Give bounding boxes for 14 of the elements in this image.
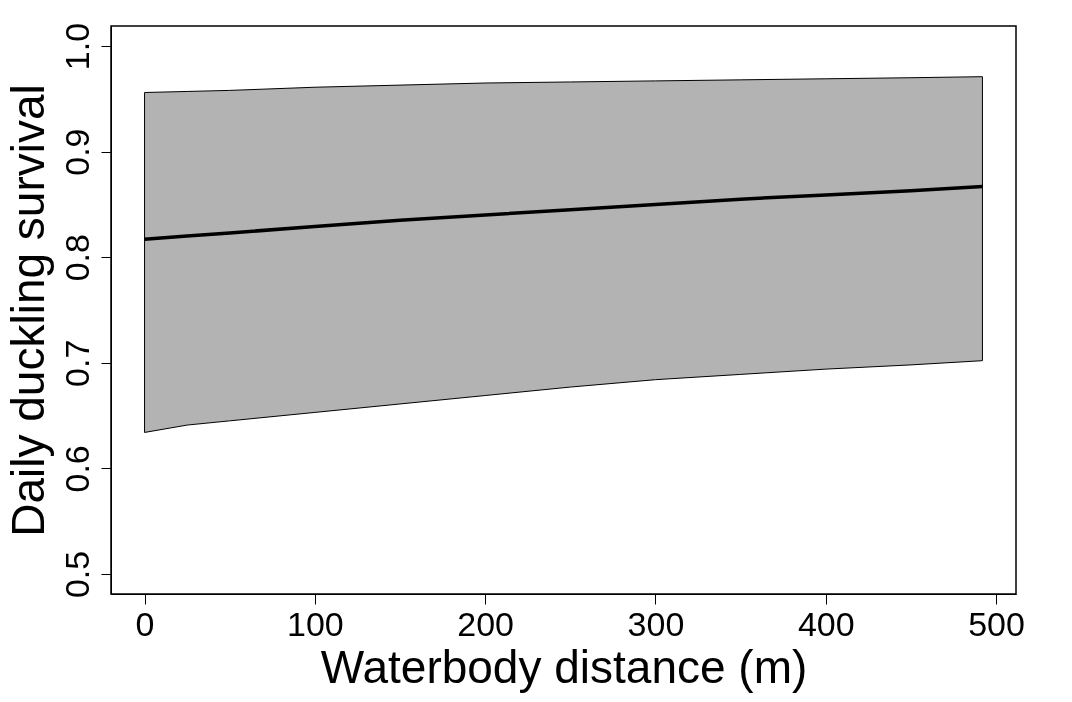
y-tick-label: 0.8 — [57, 234, 96, 282]
x-tick-label: 200 — [457, 604, 515, 643]
x-tick-label: 100 — [286, 604, 344, 643]
x-tick-label: 300 — [627, 604, 685, 643]
x-axis-title: Waterbody distance (m) — [320, 640, 808, 693]
y-tick-label: 0.7 — [57, 339, 96, 387]
x-tick-label: 0 — [135, 604, 155, 643]
x-tick-label: 400 — [797, 604, 855, 643]
y-axis-title: Daily duckling survival — [1, 84, 54, 537]
y-tick-label: 0.6 — [57, 445, 96, 493]
x-tick-label: 500 — [968, 604, 1025, 643]
y-tick-label: 0.5 — [57, 550, 96, 599]
y-tick-label: 0.9 — [57, 128, 96, 176]
y-tick-label: 1.0 — [57, 22, 96, 71]
